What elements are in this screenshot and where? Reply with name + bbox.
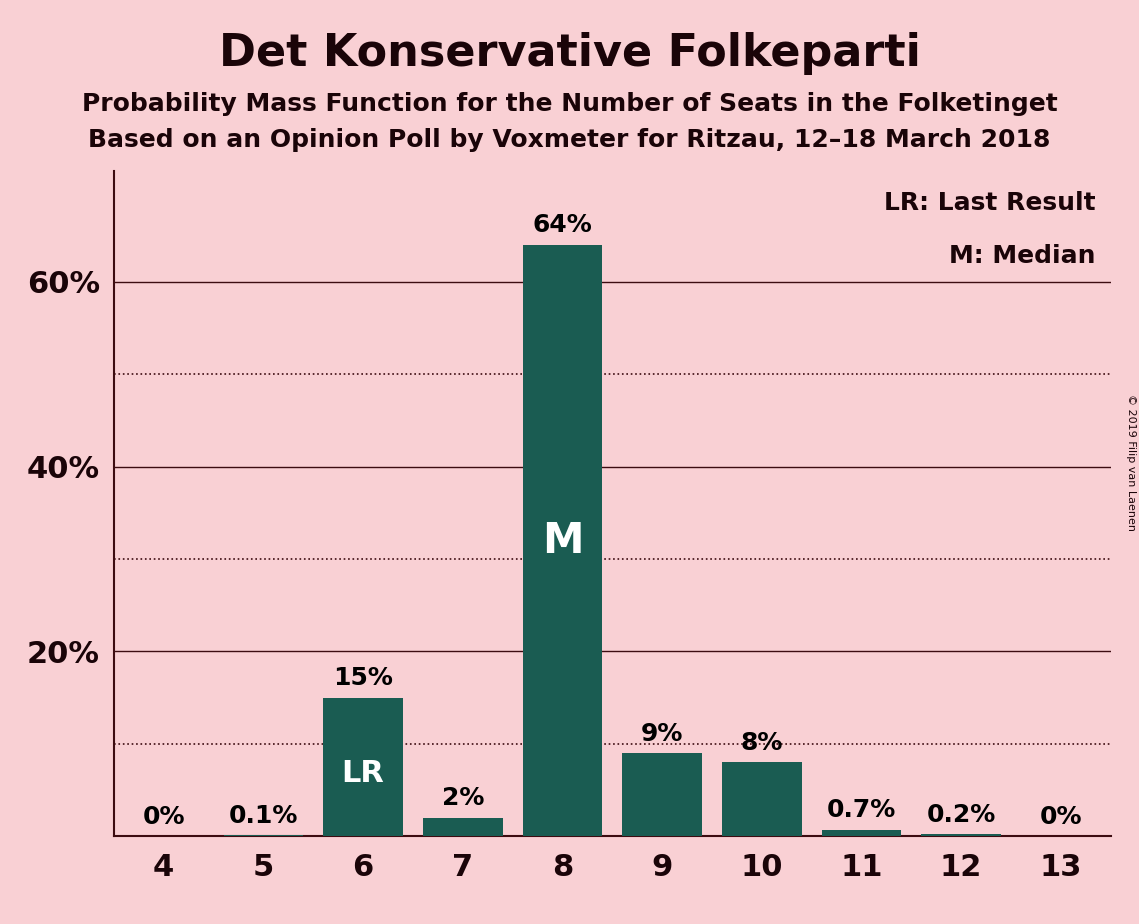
- Text: 15%: 15%: [333, 666, 393, 690]
- Bar: [722, 762, 802, 836]
- Text: LR: Last Result: LR: Last Result: [884, 191, 1096, 215]
- Text: 2%: 2%: [442, 786, 484, 810]
- Text: 8%: 8%: [740, 731, 782, 755]
- Text: 0%: 0%: [1040, 805, 1082, 829]
- Text: 0%: 0%: [142, 805, 185, 829]
- Bar: [423, 818, 502, 836]
- Bar: [821, 830, 901, 836]
- Text: 0.7%: 0.7%: [827, 798, 896, 822]
- Text: LR: LR: [342, 760, 385, 788]
- Text: M: M: [542, 519, 583, 562]
- Bar: [323, 698, 403, 836]
- Text: 9%: 9%: [641, 722, 683, 746]
- Text: Based on an Opinion Poll by Voxmeter for Ritzau, 12–18 March 2018: Based on an Opinion Poll by Voxmeter for…: [89, 128, 1050, 152]
- Text: © 2019 Filip van Laenen: © 2019 Filip van Laenen: [1126, 394, 1136, 530]
- Text: 0.1%: 0.1%: [229, 804, 298, 828]
- Bar: [921, 834, 1001, 836]
- Text: Probability Mass Function for the Number of Seats in the Folketinget: Probability Mass Function for the Number…: [82, 92, 1057, 116]
- Text: Det Konservative Folkeparti: Det Konservative Folkeparti: [219, 32, 920, 76]
- Text: M: Median: M: Median: [949, 244, 1096, 268]
- Bar: [622, 753, 702, 836]
- Bar: [523, 245, 603, 836]
- Text: 64%: 64%: [533, 213, 592, 237]
- Bar: [223, 835, 303, 836]
- Text: 0.2%: 0.2%: [926, 803, 995, 827]
